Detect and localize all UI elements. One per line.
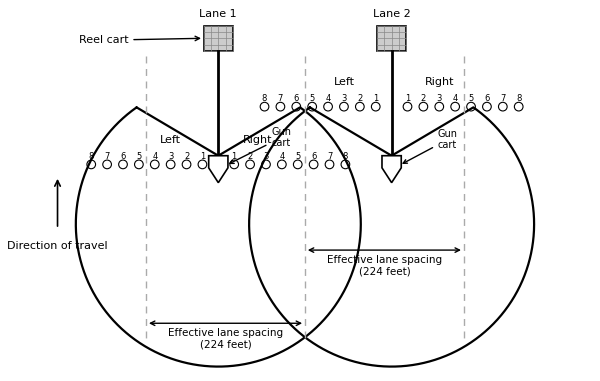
Text: 4: 4 <box>452 94 458 103</box>
Text: 1: 1 <box>200 152 205 161</box>
Text: 8: 8 <box>343 152 348 161</box>
Text: 2: 2 <box>184 152 189 161</box>
Text: 4: 4 <box>325 94 331 103</box>
Polygon shape <box>209 156 228 182</box>
Polygon shape <box>382 156 401 182</box>
Text: Right: Right <box>243 135 273 145</box>
Text: Direction of travel: Direction of travel <box>7 242 108 251</box>
Text: Left: Left <box>334 77 355 87</box>
Text: 7: 7 <box>327 152 332 161</box>
Text: Left: Left <box>160 135 181 145</box>
Text: Reel cart: Reel cart <box>79 35 200 45</box>
Text: Gun
cart: Gun cart <box>403 129 458 163</box>
Text: 3: 3 <box>341 94 347 103</box>
Text: 4: 4 <box>279 152 284 161</box>
Text: Lane 1: Lane 1 <box>199 9 237 19</box>
FancyBboxPatch shape <box>204 26 233 51</box>
Text: 8: 8 <box>89 152 94 161</box>
Text: Lane 2: Lane 2 <box>373 9 410 19</box>
Text: Effective lane spacing
(224 feet): Effective lane spacing (224 feet) <box>327 255 442 277</box>
Text: 7: 7 <box>104 152 110 161</box>
Text: 6: 6 <box>293 94 299 103</box>
Text: 1: 1 <box>405 94 410 103</box>
Text: 2: 2 <box>247 152 253 161</box>
Text: Gun
cart: Gun cart <box>230 127 291 163</box>
Text: 3: 3 <box>168 152 173 161</box>
Text: 8: 8 <box>516 94 521 103</box>
Text: 3: 3 <box>437 94 442 103</box>
Text: 4: 4 <box>152 152 157 161</box>
Text: 7: 7 <box>500 94 506 103</box>
Text: Right: Right <box>425 77 454 87</box>
Text: 1: 1 <box>373 94 379 103</box>
Text: 2: 2 <box>421 94 426 103</box>
Text: 5: 5 <box>136 152 142 161</box>
Text: 8: 8 <box>262 94 267 103</box>
Text: 3: 3 <box>263 152 269 161</box>
Text: Effective lane spacing
(224 feet): Effective lane spacing (224 feet) <box>168 328 283 350</box>
Text: 7: 7 <box>278 94 283 103</box>
Text: 5: 5 <box>469 94 473 103</box>
FancyBboxPatch shape <box>377 26 406 51</box>
Text: 5: 5 <box>310 94 315 103</box>
Text: 5: 5 <box>295 152 301 161</box>
Text: 6: 6 <box>121 152 125 161</box>
Text: 2: 2 <box>357 94 362 103</box>
Text: 1: 1 <box>232 152 237 161</box>
Text: 6: 6 <box>484 94 490 103</box>
Text: 6: 6 <box>311 152 316 161</box>
